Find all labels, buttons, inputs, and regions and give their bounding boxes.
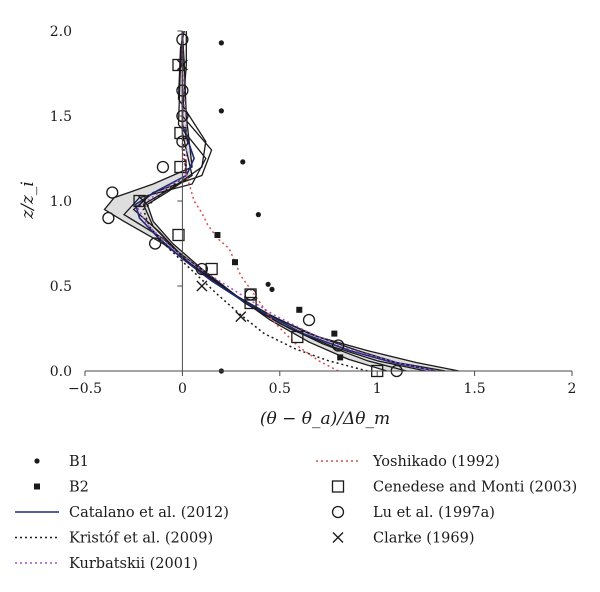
y-tick-label: 0.5 — [50, 279, 72, 295]
lu-et-al-1997a-point-9 — [156, 160, 170, 174]
lu-et-al-1997a-point-4 — [244, 288, 257, 301]
b2-point-5 — [337, 354, 344, 361]
y-tick-label: 1.0 — [50, 194, 72, 210]
cenedese-and-monti-2003-point-2 — [291, 330, 304, 344]
b2-point-3 — [296, 306, 303, 313]
y-tick-label: 0.0 — [50, 364, 72, 380]
b1-point-5 — [265, 281, 271, 287]
legend-krist-f-et-al-2009-label: Kristóf et al. (2009) — [69, 531, 213, 547]
cenedese-and-monti-2003-point-6 — [172, 228, 185, 242]
legend-yoshikado-1992-label: Yoshikado (1992) — [372, 454, 500, 470]
legend-b2-symbol — [34, 483, 40, 490]
cenedese-and-monti-2003-point-10 — [172, 58, 185, 72]
legend-cenedese-and-monti-2003-symbol — [331, 480, 345, 493]
lu-et-al-1997a-point-6 — [148, 237, 162, 250]
x-tick-label: −0.5 — [68, 381, 102, 397]
legend-clarke-1969-label: Clarke (1969) — [373, 531, 475, 547]
series-line-krist-f-et-al-2009- — [142, 31, 368, 372]
clarke-1969-point-2 — [196, 280, 208, 292]
cenedese-and-monti-2003-point-7 — [133, 194, 146, 208]
series-line-catalano-et-al-2012- — [134, 31, 436, 372]
cenedese-and-monti-2003-point-5 — [205, 262, 218, 276]
legend-catalano-et-al-2012-label: Catalano et al. (2012) — [69, 505, 229, 521]
x-tick-label: 0.5 — [269, 381, 291, 397]
b2-point-4 — [331, 330, 338, 337]
lu-et-al-1997a-point-8 — [106, 186, 119, 199]
legend-kurbatskii-2001-label: Kurbatskii (2001) — [69, 556, 198, 572]
x-tick-label: 2 — [568, 381, 577, 397]
b1-point-4 — [255, 212, 261, 218]
y-tick-label: 2.0 — [50, 24, 72, 40]
y-axis-title: z/z_i — [18, 181, 38, 220]
b1-point-6 — [269, 286, 275, 292]
legend-lu-et-al-1997a-symbol — [331, 505, 345, 519]
lu-et-al-1997a-point-7 — [102, 211, 115, 225]
b2-point-1 — [214, 232, 221, 238]
clarke-1969-point-3 — [137, 195, 149, 207]
legend-b1-symbol — [34, 458, 40, 464]
legend-b2-label: B2 — [69, 480, 89, 496]
axes: −0.5 0 0.5 1 1.5 2 0.0 0.5 1.0 1.5 2.0 — [50, 24, 577, 397]
chart-lines — [103, 30, 460, 372]
cenedese-and-monti-2003-point-8 — [174, 160, 187, 174]
legend-lu-et-al-1997a-label: Lu et al. (1997a) — [373, 505, 495, 521]
clarke-1969-point-1 — [235, 311, 247, 323]
profile-line-2 — [122, 30, 446, 372]
chart-markers — [102, 33, 403, 378]
cenedese-and-monti-2003-point-9 — [174, 126, 187, 140]
b2-point-2 — [231, 259, 238, 266]
b1-point-3 — [240, 159, 246, 165]
x-tick-label: 1.5 — [463, 381, 485, 397]
lu-et-al-1997a-point-2 — [332, 339, 345, 352]
legend-cenedese-and-monti-2003-label: Cenedese and Monti (2003) — [373, 480, 577, 496]
cenedese-and-monti-2003-point-3 — [244, 296, 257, 310]
y-tick-label: 1.5 — [50, 109, 72, 125]
lu-et-al-1997a-point-3 — [302, 313, 316, 327]
lu-et-al-1997a-point-5 — [195, 262, 209, 276]
legend-b1-label: B1 — [69, 454, 89, 470]
b1-point-1 — [218, 40, 224, 46]
legend-clarke-1969-symbol — [332, 532, 344, 543]
x-axis-title: (θ − θ_a)/Δθ_m — [260, 409, 390, 429]
series-line-yoshikado-1992- — [181, 31, 339, 372]
x-tick-label: 1 — [373, 381, 382, 397]
legend: B1 B2 Catalano et al. (2012) Kristóf et al.… — [15, 454, 577, 572]
x-tick-label: 0 — [178, 381, 187, 397]
b1-point-2 — [218, 108, 224, 114]
